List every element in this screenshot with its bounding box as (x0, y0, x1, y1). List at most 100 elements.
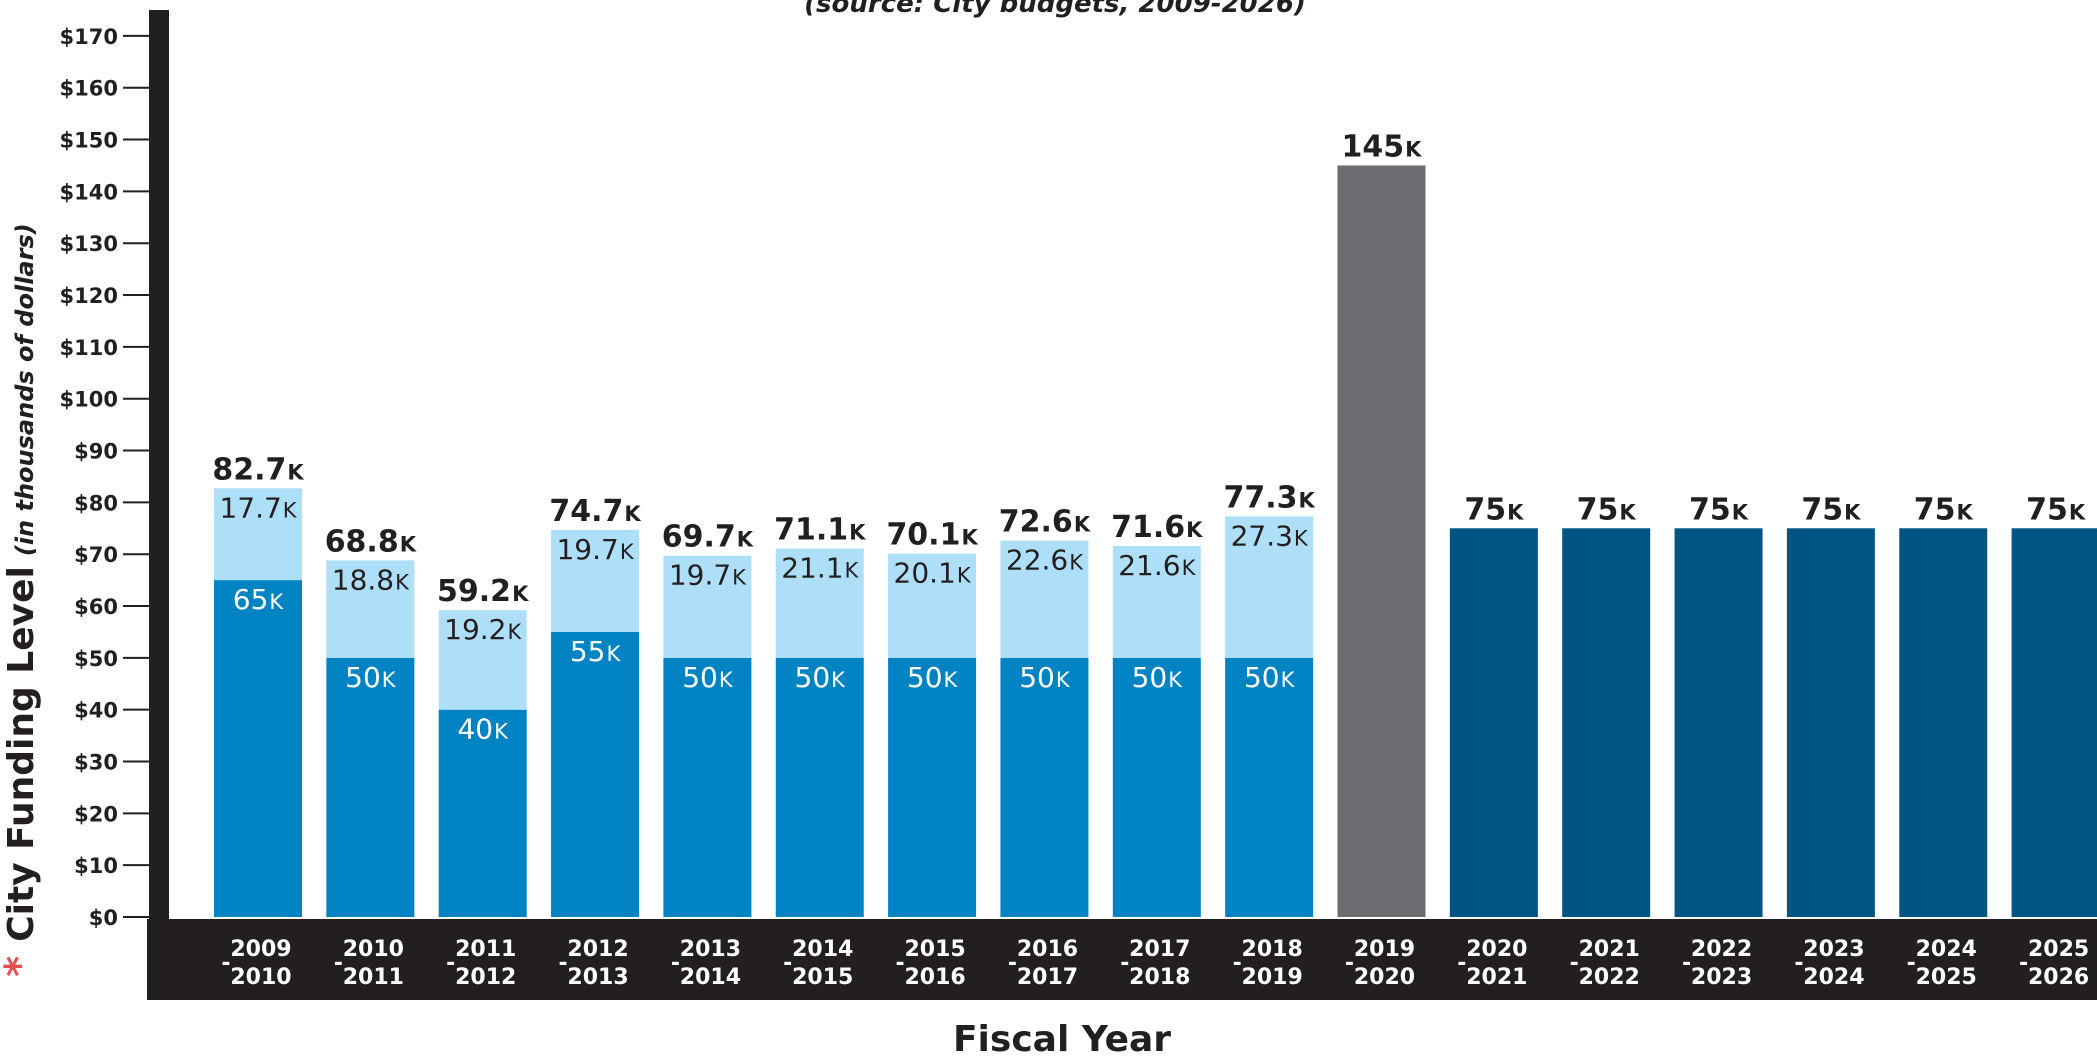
x-tick-label-end: 2023 (1691, 965, 1752, 990)
y-tick-label: $80 (74, 491, 118, 515)
total-label: 71.6K (1111, 510, 1203, 545)
bar-segment (1112, 545, 1201, 658)
segment-label: 17.7K (219, 491, 297, 524)
bar-segment (438, 709, 527, 917)
y-tick-label: $50 (74, 647, 118, 671)
x-tick-label-start: 2020 (1466, 937, 1527, 962)
bar-segment (1112, 657, 1201, 917)
bar-segment (214, 580, 302, 917)
svg-text:*City Funding Level(in thousan: * City Funding Level (in thousands of doll… (0, 223, 43, 976)
segment-label: 50K (682, 661, 734, 694)
x-tick-label-end: 2026 (2028, 965, 2089, 990)
y-tick-label: $150 (60, 129, 118, 153)
bar-segment (2011, 528, 2097, 917)
x-tick-label-end: 2020 (1354, 965, 1415, 990)
x-tick-dash: - (221, 951, 230, 976)
x-tick-label-start: 2013 (680, 937, 741, 962)
bar-segment (1899, 528, 1988, 917)
x-tick-label-end: 2014 (680, 965, 741, 990)
x-axis-title: Fiscal Year (953, 1019, 1171, 1057)
bar-segment (551, 631, 640, 917)
segment-label: 50K (1132, 661, 1184, 694)
x-tick-label-end: 2025 (1916, 965, 1977, 990)
segment-label: 19.2K (444, 613, 522, 646)
x-tick-label-end: 2015 (792, 965, 853, 990)
y-tick-label: $40 (74, 699, 118, 723)
chart-subtitle: (source: City budgets, 2009-2026) (804, 0, 1306, 19)
x-tick-dash: - (671, 951, 680, 976)
bar-segment (888, 657, 977, 917)
segment-label: 27.3K (1231, 519, 1309, 552)
x-tick-label-end: 2016 (904, 965, 965, 990)
segment-label: 21.6K (1118, 549, 1196, 582)
y-tick-label: $170 (60, 25, 118, 49)
segment-label: 18.8K (332, 563, 410, 596)
y-tick-label: $160 (60, 77, 118, 101)
x-tick-label-start: 2018 (1242, 937, 1303, 962)
y-axis-title: * City Funding Level (in thousands of doll… (0, 223, 43, 976)
x-tick-label-start: 2019 (1354, 937, 1415, 962)
y-tick-label: $90 (74, 440, 118, 464)
x-tick-dash: - (1570, 951, 1579, 976)
x-tick-dash: - (446, 951, 455, 976)
bar-segment (663, 555, 752, 658)
x-tick-dash: - (334, 951, 343, 976)
x-tick-label-end: 2018 (1129, 965, 1190, 990)
x-tick-label-end: 2017 (1017, 965, 1078, 990)
x-tick-label-start: 2010 (343, 937, 404, 962)
segment-label: 20.1K (894, 557, 972, 590)
x-tick-label-end: 2012 (455, 965, 516, 990)
x-tick-label-end: 2010 (230, 965, 291, 990)
segment-label: 50K (1019, 661, 1071, 694)
y-tick-label: $120 (60, 284, 118, 308)
x-tick-dash: - (1907, 951, 1916, 976)
x-tick-dash: - (1457, 951, 1466, 976)
x-tick-dash: - (2019, 951, 2028, 976)
bar-segment (326, 657, 415, 917)
bar-segment (1000, 540, 1089, 658)
bars: 65K 17.7K 82.7K 50K 18.8K 68.8K 40K 19.2K 59.2K 5… (212, 129, 2097, 918)
x-tick-label-start: 2011 (455, 937, 516, 962)
y-tick-label: $100 (60, 388, 118, 412)
x-tick-label-start: 2014 (792, 937, 853, 962)
x-tick-label-start: 2025 (2028, 937, 2089, 962)
x-tick-dash: - (783, 951, 792, 976)
x-tick-dash: - (1120, 951, 1129, 976)
total-label: 77.3K (1223, 480, 1315, 515)
bar-segment (438, 610, 527, 710)
x-tick-dash: - (1794, 951, 1803, 976)
bar-segment (1562, 528, 1651, 917)
total-label: 75K (1801, 492, 1861, 527)
total-label: 145K (1342, 129, 1423, 164)
bar-segment (1786, 528, 1875, 917)
bar-segment (1225, 516, 1314, 658)
y-tick-label: $0 (89, 906, 118, 930)
total-label: 59.2K (437, 574, 529, 609)
y-axis-label: City Funding Level (1, 566, 42, 942)
y-tick-label: $130 (60, 232, 118, 256)
bar-segment (663, 657, 752, 917)
segment-label: 50K (795, 661, 847, 694)
y-tick-label: $10 (74, 854, 118, 878)
y-axis-ticks: $0 $10 $20 $30 $40 $50 $60 $70 $80 $90 $100 $110 $12… (60, 25, 149, 930)
x-tick-label-end: 2022 (1579, 965, 1640, 990)
total-label: 68.8K (325, 524, 417, 559)
x-tick-label-end: 2019 (1242, 965, 1303, 990)
segment-label: 19.7K (556, 533, 634, 566)
y-tick-label: $30 (74, 751, 118, 775)
bar-segment (1000, 657, 1089, 917)
total-label: 75K (1689, 492, 1749, 527)
total-label: 75K (1577, 492, 1637, 527)
x-tick-dash: - (1682, 951, 1691, 976)
x-axis-band (147, 919, 2097, 1000)
segment-label: 50K (1244, 661, 1296, 694)
x-tick-label-end: 2024 (1803, 965, 1864, 990)
segment-label: 65K (233, 583, 285, 616)
segment-label: 19.7K (669, 559, 747, 592)
x-tick-label-start: 2012 (567, 937, 628, 962)
y-tick-label: $110 (60, 336, 118, 360)
segment-label: 55K (570, 635, 622, 668)
x-tick-dash: - (1233, 951, 1242, 976)
x-tick-label-start: 2022 (1691, 937, 1752, 962)
